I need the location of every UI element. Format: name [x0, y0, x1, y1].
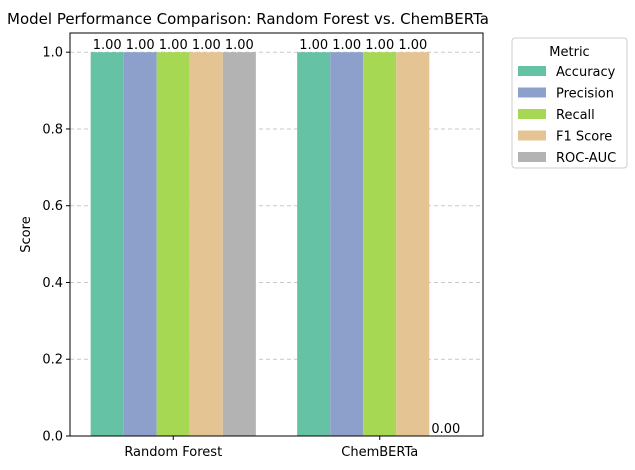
- data-labels: 1.00 1.00 1.00 1.00 1.00 1.00 1.00 1.00 1.00 0.00: [93, 38, 461, 437]
- y-axis-label: Score: [19, 216, 34, 252]
- bar-f1-score: [396, 52, 430, 436]
- bar-precision: [330, 52, 364, 436]
- data-label: 1.00: [126, 38, 155, 53]
- legend-label: F1 Score: [556, 130, 612, 145]
- y-tick-label: 0.0: [42, 430, 63, 445]
- data-label: 1.00: [159, 38, 188, 53]
- y-tick-label: 0.2: [42, 353, 63, 368]
- y-axis: 0.0 0.2 0.4 0.6 0.8 1.0: [42, 46, 70, 445]
- legend-label: ROC-AUC: [556, 151, 616, 166]
- data-label: 1.00: [398, 38, 427, 53]
- x-tick-label: Random Forest: [124, 445, 222, 460]
- bar-precision: [123, 52, 157, 436]
- data-label: 0.00: [431, 422, 460, 437]
- data-label: 1.00: [225, 38, 254, 53]
- data-label: 1.00: [299, 38, 328, 53]
- data-label: 1.00: [93, 38, 122, 53]
- bar-recall: [156, 52, 190, 436]
- bar-recall: [363, 52, 397, 436]
- bars: [90, 52, 430, 436]
- data-label: 1.00: [192, 38, 221, 53]
- x-tick-label: ChemBERTa: [341, 445, 418, 460]
- bar-roc-auc: [222, 52, 256, 436]
- legend-swatch: [518, 66, 546, 76]
- chart-title: Model Performance Comparison: Random For…: [7, 10, 489, 28]
- y-tick-label: 1.0: [42, 46, 63, 61]
- legend-title: Metric: [549, 45, 589, 60]
- legend-label: Accuracy: [556, 65, 616, 80]
- bar-accuracy: [90, 52, 124, 436]
- y-tick-label: 0.4: [42, 276, 63, 291]
- bar-f1-score: [189, 52, 223, 436]
- legend: Metric Accuracy Precision Recall F1 Score RO…: [511, 37, 628, 169]
- bar-accuracy: [297, 52, 331, 436]
- y-tick-label: 0.8: [42, 122, 63, 137]
- legend-label: Recall: [556, 108, 595, 123]
- legend-swatch: [518, 87, 546, 98]
- plot-frame: [69, 32, 484, 437]
- legend-swatch: [518, 109, 546, 119]
- data-label: 1.00: [332, 38, 361, 53]
- legend-swatch: [518, 152, 546, 162]
- y-tick-label: 0.6: [42, 199, 63, 214]
- legend-label: Precision: [556, 87, 614, 102]
- data-label: 1.00: [365, 38, 394, 53]
- legend-swatch: [518, 130, 546, 141]
- x-axis: Random Forest ChemBERTa: [124, 436, 418, 460]
